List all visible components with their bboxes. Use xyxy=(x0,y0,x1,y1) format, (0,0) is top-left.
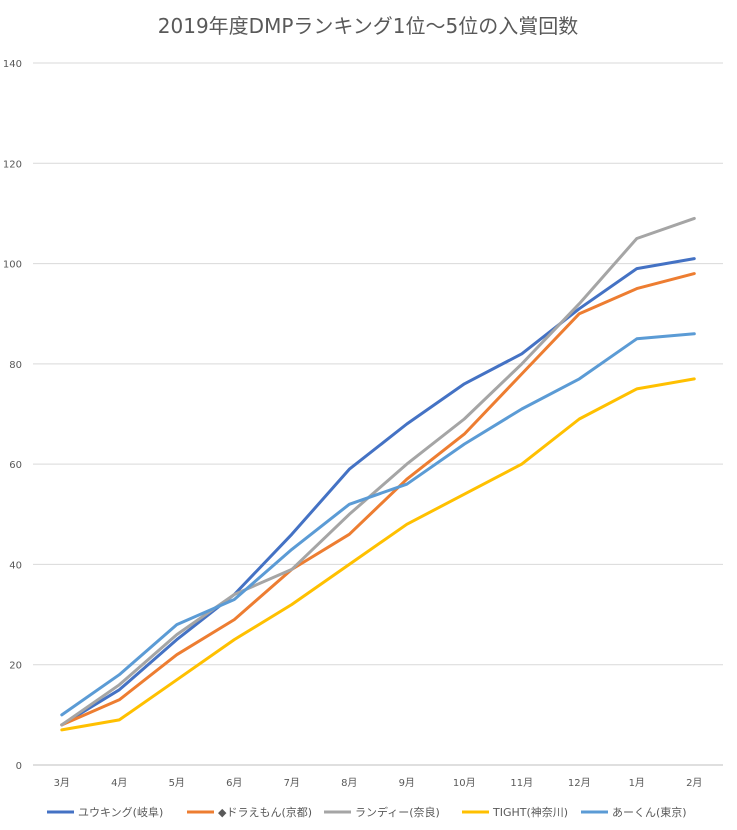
series-line xyxy=(60,377,696,732)
x-tick-label: 11月 xyxy=(510,777,533,789)
y-tick-label: 60 xyxy=(9,460,22,471)
legend: ユウキング(岐阜) ◆ドラえもん(京都) ランディー(奈良) TIGHT(神奈川) あー… xyxy=(47,805,687,819)
y-tick-label: 120 xyxy=(3,159,22,170)
y-axis-ticks: 0 20 40 60 80 100 120 140 xyxy=(3,59,22,772)
x-tick-label: 7月 xyxy=(284,777,300,789)
x-axis-ticks: 3月 4月 5月 6月 7月 8月 9月 10月 11月 12月 1月 2月 xyxy=(54,777,703,789)
legend-label: TIGHT(神奈川) xyxy=(492,805,568,819)
chart-title: 2019年度DMPランキング1位～5位の入賞回数 xyxy=(158,14,578,38)
legend-label: ユウキング(岐阜) xyxy=(78,805,163,819)
series-lines xyxy=(60,216,696,732)
y-tick-label: 100 xyxy=(3,260,22,271)
legend-entry: あーくん(東京) xyxy=(581,805,687,819)
y-tick-label: 0 xyxy=(16,761,22,772)
series-line xyxy=(60,332,696,717)
series-line xyxy=(60,216,696,727)
y-tick-label: 20 xyxy=(9,661,22,672)
x-tick-label: 1月 xyxy=(629,777,645,789)
x-tick-label: 6月 xyxy=(226,777,242,789)
legend-label: あーくん(東京) xyxy=(612,805,687,819)
legend-entry: ユウキング(岐阜) xyxy=(47,805,163,819)
legend-label: ランディー(奈良) xyxy=(355,805,440,819)
x-tick-label: 4月 xyxy=(111,777,127,789)
y-tick-label: 140 xyxy=(3,59,22,70)
series-line xyxy=(60,257,696,727)
x-tick-label: 8月 xyxy=(341,777,357,789)
y-tick-label: 40 xyxy=(9,560,22,571)
legend-entry: ランディー(奈良) xyxy=(324,805,440,819)
x-tick-label: 10月 xyxy=(453,777,476,789)
x-tick-label: 5月 xyxy=(169,777,185,789)
y-tick-label: 80 xyxy=(9,360,22,371)
legend-entry: ◆ドラえもん(京都) xyxy=(187,805,312,819)
legend-label: ◆ドラえもん(京都) xyxy=(218,805,312,819)
legend-entry: TIGHT(神奈川) xyxy=(462,805,568,819)
x-tick-label: 12月 xyxy=(568,777,591,789)
x-tick-label: 9月 xyxy=(399,777,415,789)
x-tick-label: 2月 xyxy=(686,777,702,789)
series-line xyxy=(60,272,696,727)
x-tick-label: 3月 xyxy=(54,777,70,789)
